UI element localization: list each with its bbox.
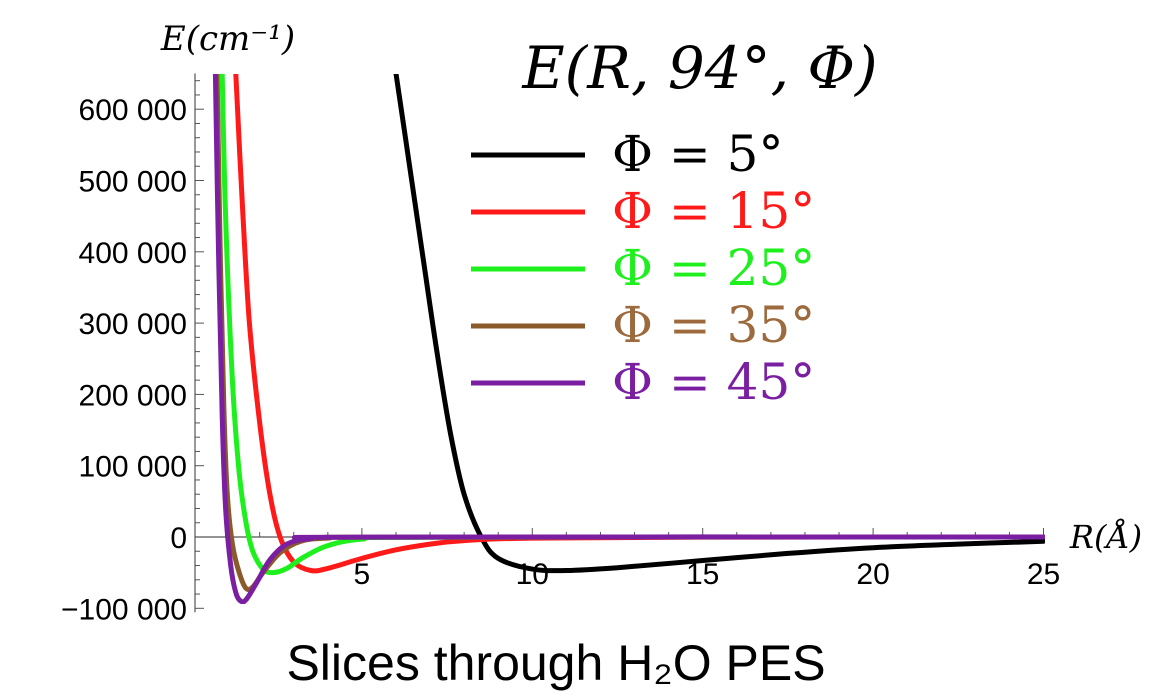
- series-line-0: [393, 74, 1045, 574]
- x-axis-label: R(Å): [1069, 518, 1142, 556]
- chart-title: E(R, 94°, Φ): [521, 34, 877, 102]
- legend-label-2: Φ = 25°: [612, 239, 815, 297]
- x-tick-label: 20: [856, 558, 889, 591]
- x-tick-label: 5: [354, 558, 371, 591]
- series-layer: [212, 74, 1045, 604]
- y-tick-label: 100 000: [79, 451, 187, 484]
- y-tick-label: 400 000: [79, 237, 187, 270]
- y-tick-label: −100 000: [61, 593, 187, 626]
- chart-subtitle: Slices through H₂O PES: [286, 635, 825, 691]
- y-tick-label: 0: [170, 522, 187, 555]
- y-tick-label: 300 000: [79, 308, 187, 341]
- x-tick-label: 25: [1027, 558, 1060, 591]
- legend-label-1: Φ = 15°: [612, 182, 815, 240]
- legend-label-4: Φ = 45°: [612, 353, 815, 411]
- y-tick-label: 500 000: [79, 166, 187, 199]
- y-axis-label: E(cm⁻¹): [160, 19, 295, 59]
- legend-label-3: Φ = 35°: [612, 296, 815, 354]
- y-tick-label: 200 000: [79, 379, 187, 412]
- legend-label-0: Φ = 5°: [612, 125, 783, 183]
- x-tick-label: 10: [516, 558, 549, 591]
- series-line-4: [212, 74, 1045, 604]
- axes: −100 000 0 100 000 200 000 300 000 400 000 500…: [61, 73, 1060, 626]
- legend: Φ = 5°Φ = 15°Φ = 25°Φ = 35°Φ = 45°: [471, 125, 815, 411]
- y-tick-label: 600 000: [79, 94, 187, 127]
